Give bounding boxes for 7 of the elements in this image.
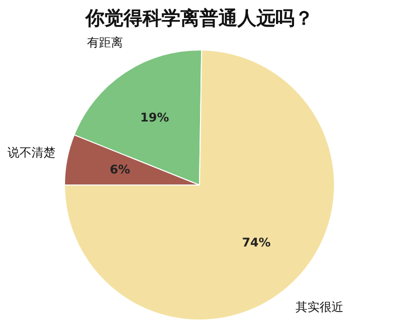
chart-title: 你觉得科学离普通人远吗？	[84, 8, 314, 30]
data-label: 6%	[110, 162, 130, 177]
slice-label: 其实很近	[295, 300, 344, 314]
slice-label: 有距离	[86, 36, 123, 50]
slice-label: 说不清楚	[8, 146, 56, 160]
data-label: 74%	[242, 236, 271, 250]
data-label: 19%	[140, 110, 169, 125]
